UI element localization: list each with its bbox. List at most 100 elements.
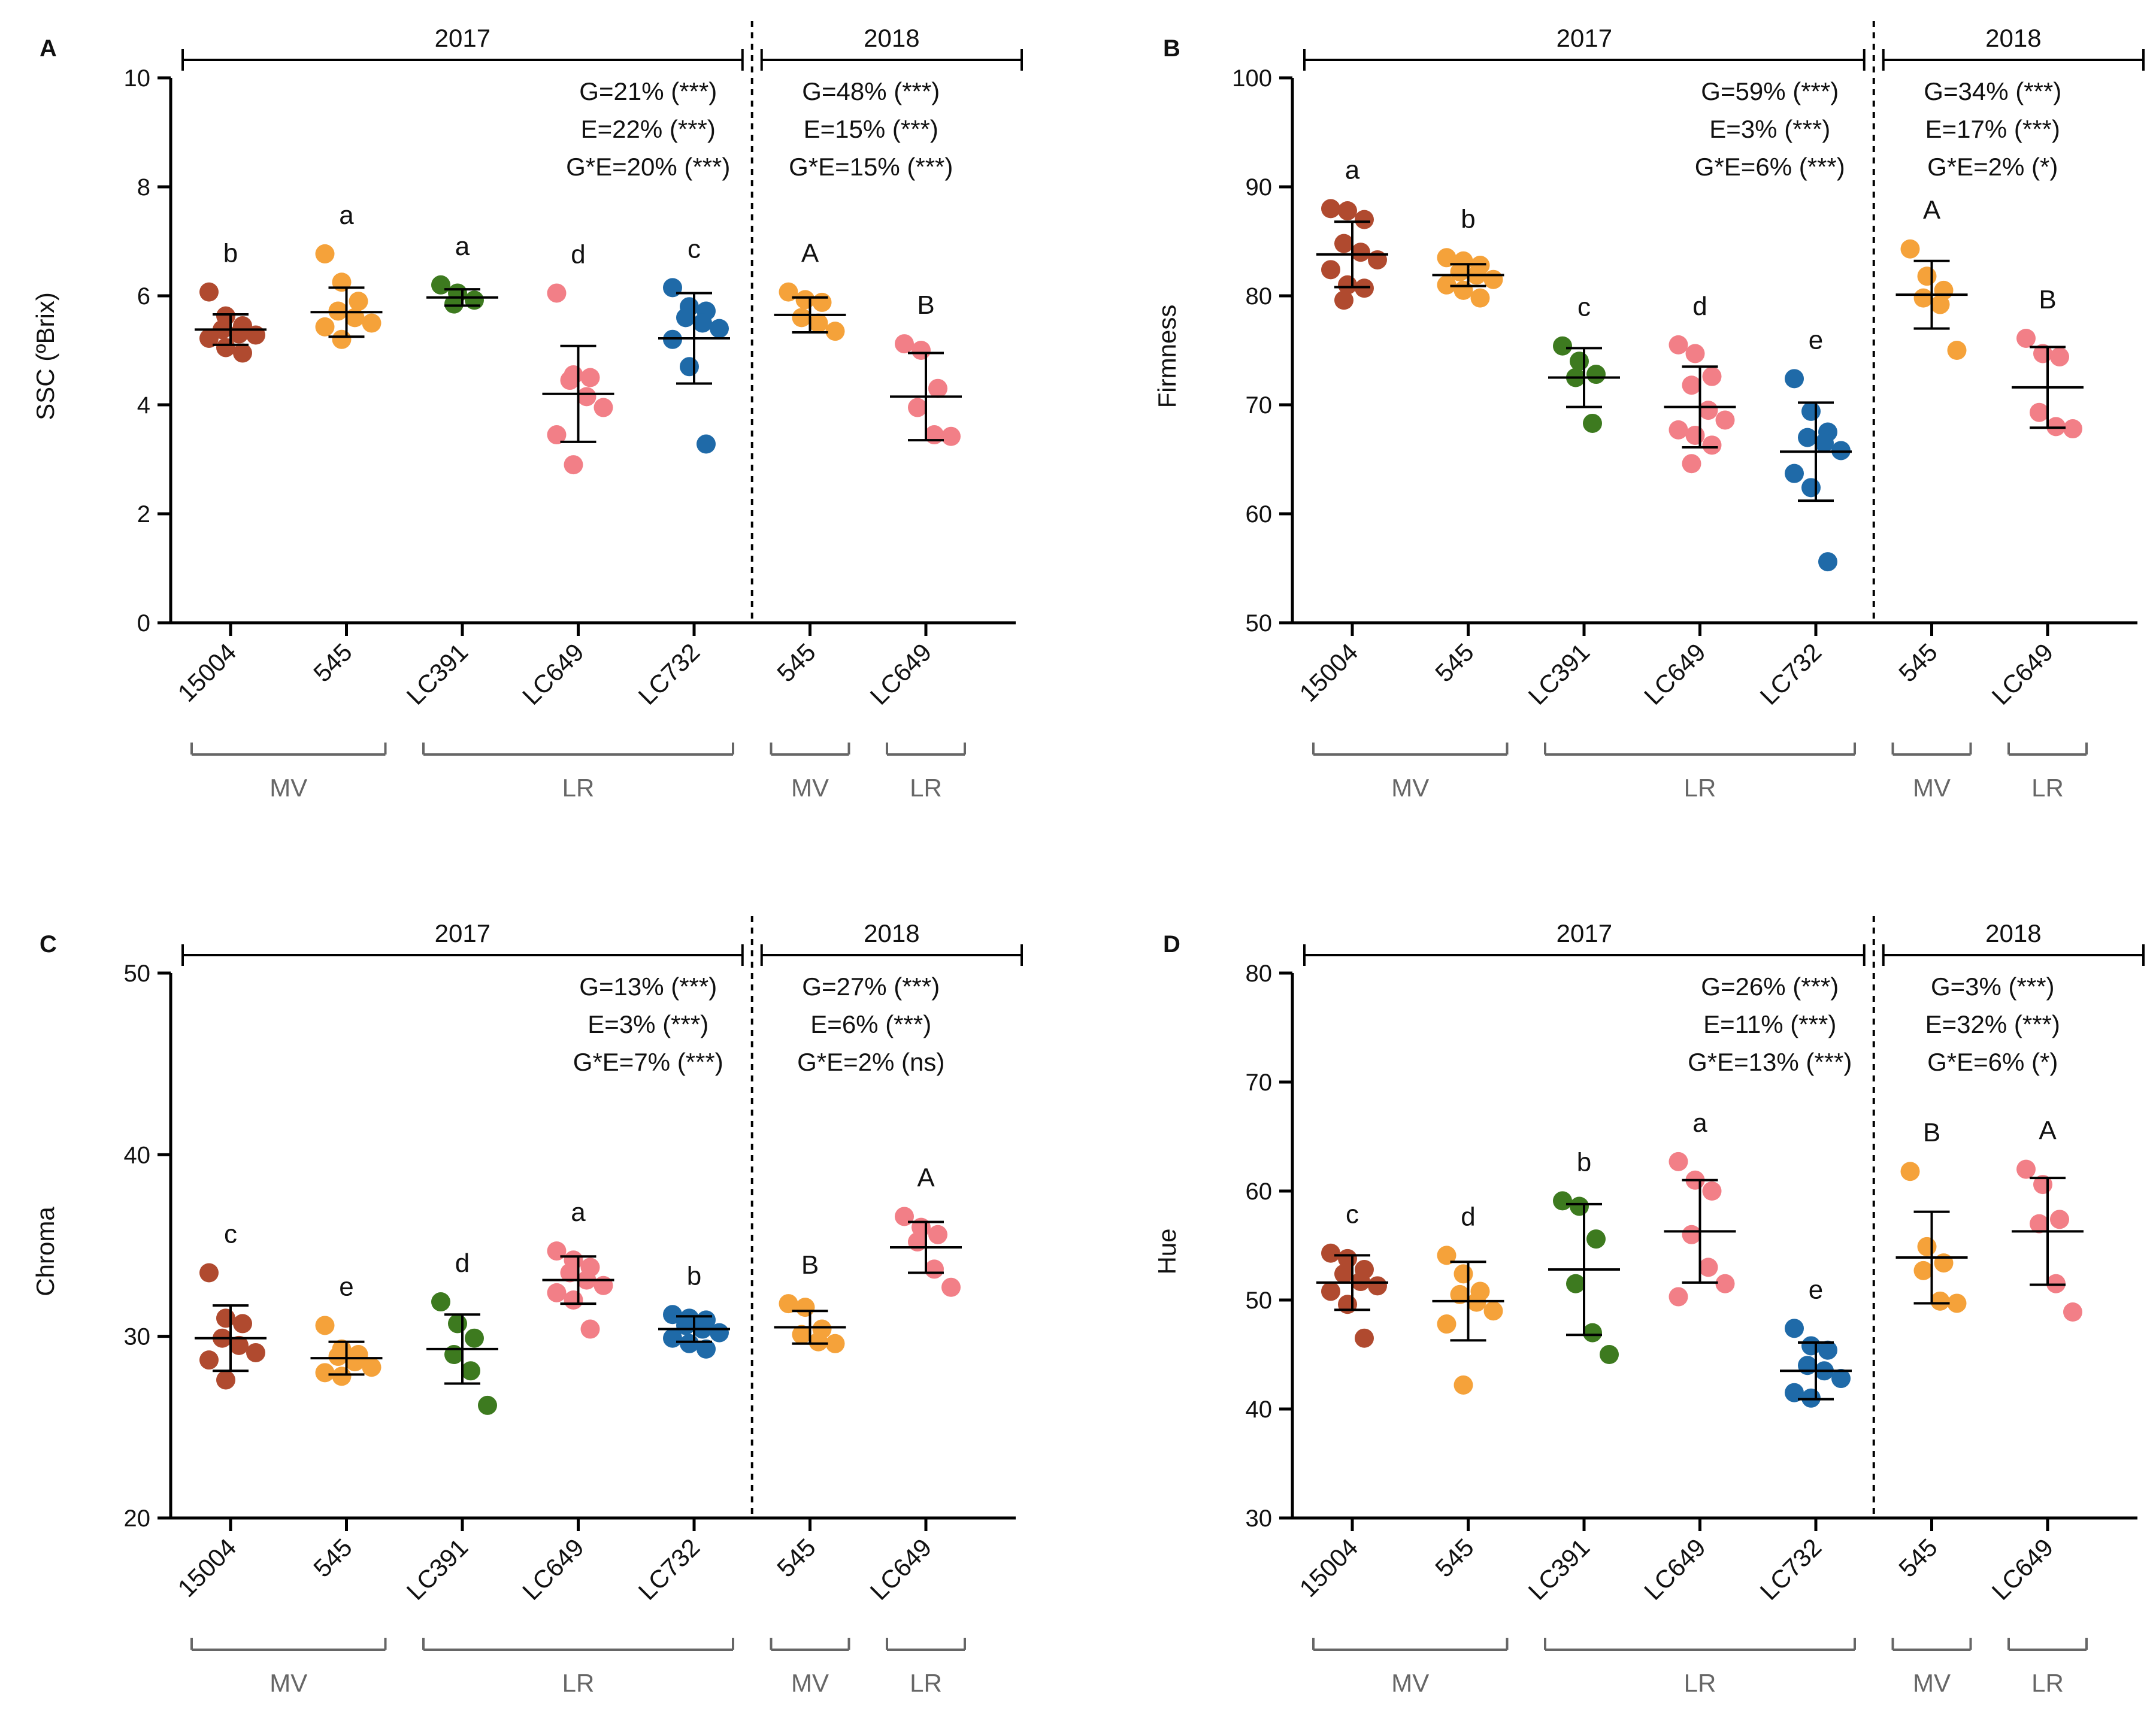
significance-letter: b <box>687 1261 701 1290</box>
significance-letter: A <box>2039 1116 2057 1146</box>
data-point <box>1669 1287 1688 1307</box>
stat-2018: G*E=15% (***) <box>789 153 953 181</box>
significance-letter: B <box>1923 1118 1940 1147</box>
data-point <box>1437 275 1456 295</box>
data-point <box>941 1277 961 1297</box>
stat-2017: G=59% (***) <box>1701 77 1839 105</box>
data-point <box>680 1334 699 1353</box>
data-point <box>825 1334 845 1353</box>
y-axis-title-b: Firmness <box>1153 305 1181 408</box>
data-point <box>1702 435 1722 455</box>
y-tick-label: 30 <box>124 1324 151 1350</box>
group-label: MV <box>1913 774 1951 802</box>
data-point <box>444 294 464 314</box>
data-point <box>216 1308 235 1328</box>
data-point <box>1338 1295 1357 1314</box>
data-point <box>246 325 265 345</box>
y-tick-label: 90 <box>1246 174 1273 201</box>
group-label: LR <box>562 1669 595 1697</box>
data-point <box>710 319 729 338</box>
data-point <box>1586 365 1606 384</box>
group-label: MV <box>270 774 307 802</box>
data-point <box>593 1275 613 1295</box>
data-point <box>779 282 798 302</box>
data-point <box>1715 410 1735 430</box>
y-tick-label: 70 <box>1246 1069 1273 1096</box>
group-label: MV <box>270 1669 307 1697</box>
group-label: LR <box>1684 1669 1716 1697</box>
data-point <box>2063 1302 2082 1322</box>
stat-2017: G=26% (***) <box>1701 972 1839 1001</box>
significance-letter: b <box>1577 1147 1591 1177</box>
data-point <box>2030 1214 2049 1234</box>
data-point <box>349 292 368 311</box>
data-point <box>1437 1314 1456 1334</box>
data-point <box>1913 288 1933 308</box>
year-label: 2018 <box>1985 24 2041 52</box>
data-point <box>941 426 961 446</box>
data-point <box>1698 401 1718 420</box>
significance-letter: c <box>1577 293 1591 322</box>
data-point <box>431 275 450 295</box>
data-point <box>547 1283 567 1302</box>
panel-label-a: A <box>40 35 57 62</box>
data-point <box>1702 1181 1722 1201</box>
data-point <box>925 1259 944 1279</box>
data-point <box>1454 1264 1473 1284</box>
stat-2018: G*E=2% (ns) <box>797 1048 944 1076</box>
significance-letter: d <box>1461 1202 1475 1231</box>
data-point <box>1831 1369 1851 1389</box>
data-point <box>547 425 567 445</box>
stat-2017: G*E=6% (***) <box>1695 153 1845 181</box>
data-point <box>1351 243 1370 262</box>
data-point <box>825 322 845 341</box>
stat-2018: E=15% (***) <box>804 115 938 143</box>
y-axis-title-a: SSC (ºBrix) <box>31 292 59 420</box>
stat-2017: G*E=20% (***) <box>566 153 730 181</box>
data-point <box>1682 1225 1701 1244</box>
y-tick-label: 60 <box>1246 1178 1273 1205</box>
data-point <box>1368 250 1387 269</box>
data-point <box>1801 478 1821 498</box>
data-point <box>710 1323 729 1343</box>
y-axis-title-c: Chroma <box>31 1207 59 1296</box>
data-point <box>1368 1276 1387 1296</box>
data-point <box>199 1350 219 1370</box>
significance-letter: e <box>1809 325 1823 354</box>
data-point <box>199 282 219 302</box>
significance-letter: e <box>1809 1275 1823 1304</box>
data-point <box>1698 1258 1718 1277</box>
data-point <box>1947 341 1967 360</box>
data-point <box>808 1332 828 1352</box>
significance-letter: c <box>688 234 701 263</box>
stat-2017: E=3% (***) <box>588 1010 708 1038</box>
data-point <box>478 1395 497 1415</box>
significance-letter: a <box>1345 155 1360 184</box>
data-point <box>1437 248 1456 268</box>
data-point <box>564 1290 583 1310</box>
data-point <box>908 398 927 417</box>
data-point <box>1702 366 1722 386</box>
data-point <box>1785 1383 1804 1402</box>
data-point <box>1913 1260 1933 1280</box>
data-point <box>1682 454 1701 474</box>
year-label: 2017 <box>1557 919 1612 947</box>
data-point <box>199 1263 219 1283</box>
year-label: 2017 <box>435 24 490 52</box>
group-label: LR <box>562 774 595 802</box>
stat-2017: E=3% (***) <box>1709 115 1830 143</box>
significance-letter: B <box>917 290 934 320</box>
data-point <box>779 1294 798 1314</box>
data-point <box>1483 269 1503 289</box>
data-point <box>1553 1191 1572 1211</box>
y-tick-label: 2 <box>137 501 150 528</box>
data-point <box>925 425 944 445</box>
panel-label-d: D <box>1163 931 1180 957</box>
year-label: 2018 <box>864 919 919 947</box>
data-point <box>908 1232 927 1252</box>
data-point <box>795 290 815 310</box>
data-point <box>1454 1375 1473 1395</box>
data-point <box>1437 1246 1456 1265</box>
data-point <box>928 378 947 398</box>
